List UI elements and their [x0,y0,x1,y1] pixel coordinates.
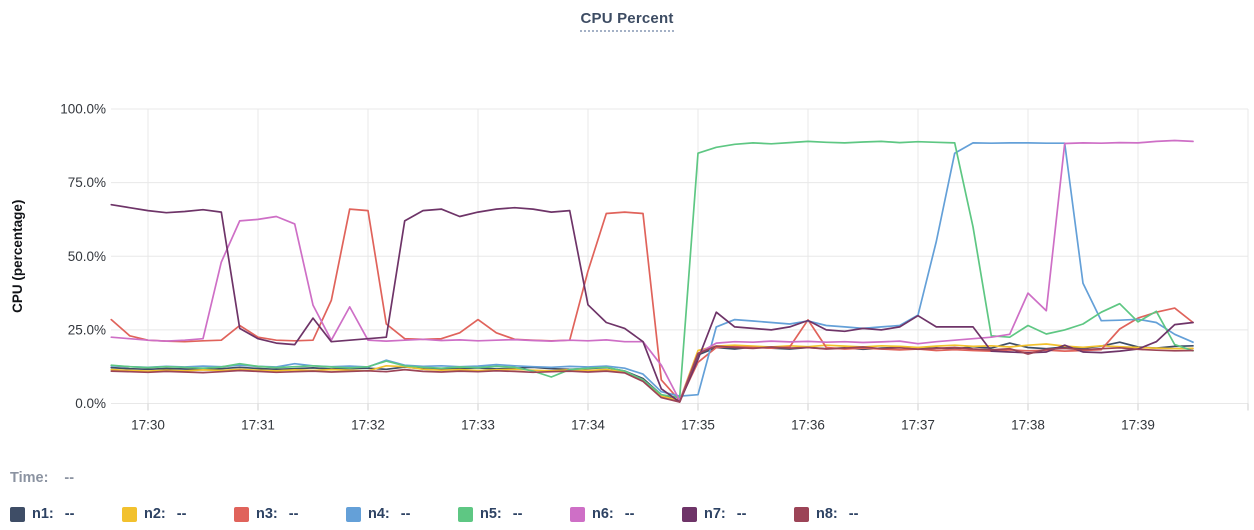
y-axis-label: CPU (percentage) [10,200,25,313]
x-tick-label: 17:31 [241,418,275,433]
legend-value: -- [624,506,635,522]
legend-item-n4: n4: -- [346,506,458,522]
legend-label: n7: [704,506,726,522]
legend-label: n1: [32,506,54,522]
legend-swatch-n3 [234,506,249,522]
x-tick-label: 17:39 [1121,418,1155,433]
legend-label: n6: [592,506,614,522]
y-tick-label: 50.0% [68,249,106,264]
legend-swatch-n6 [570,506,585,522]
legend-label: n3: [256,506,278,522]
time-row: Time: -- [10,470,1254,486]
series-line-n8[interactable] [110,345,1194,403]
x-tick-label: 17:32 [351,418,385,433]
legend-label: n5: [480,506,502,522]
legend-label: n8: [816,506,838,522]
series-line-n7[interactable] [110,203,1194,403]
legend-swatch-n8 [794,506,809,522]
chart-area: 17:30 17:31 17:32 17:33 17:34 17:35 17:36 17:37… [0,40,1254,456]
x-tick-label: 17:30 [131,418,165,433]
legend-swatch-n7 [682,506,697,522]
chart-title[interactable]: CPU Percent [580,10,674,32]
legend: n1: -- n2: -- n3: -- n4: -- n5: -- n6: -- n7: -- n8: -- [10,506,1254,522]
legend-label: n2: [144,506,166,522]
legend-item-n5: n5: -- [458,506,570,522]
time-label: Time: [10,470,49,486]
series-line-n5[interactable] [110,140,1194,399]
legend-item-n8: n8: -- [794,506,906,522]
series-line-n4[interactable] [110,142,1194,397]
x-tick-label: 17:36 [791,418,825,433]
time-value: -- [64,470,75,486]
legend-swatch-n5 [458,506,473,522]
legend-item-n2: n2: -- [122,506,234,522]
legend-value: -- [512,506,523,522]
legend-swatch-n2 [122,506,137,522]
legend-value: -- [400,506,411,522]
legend-item-n6: n6: -- [570,506,682,522]
legend-value: -- [176,506,187,522]
legend-item-n7: n7: -- [682,506,794,522]
legend-swatch-n1 [10,506,25,522]
legend-item-n3: n3: -- [234,506,346,522]
legend-label: n4: [368,506,390,522]
cpu-chart-svg[interactable]: 17:30 17:31 17:32 17:33 17:34 17:35 17:36 17:37… [0,40,1254,456]
legend-value: -- [64,506,75,522]
legend-value: -- [288,506,299,522]
x-tick-label: 17:34 [571,418,605,433]
x-tick-label: 17:35 [681,418,715,433]
y-tick-label: 25.0% [68,322,106,337]
legend-value: -- [736,506,747,522]
series-line-n6[interactable] [110,139,1194,402]
x-tick-label: 17:33 [461,418,495,433]
legend-swatch-n4 [346,506,361,522]
y-tick-label: 100.0% [60,102,106,117]
y-tick-label: 0.0% [75,396,106,411]
legend-value: -- [848,506,859,522]
x-tick-label: 17:37 [901,418,935,433]
x-tick-label: 17:38 [1011,418,1045,433]
legend-item-n1: n1: -- [10,506,122,522]
y-tick-label: 75.0% [68,175,106,190]
chart-title-wrap: CPU Percent [0,0,1254,38]
